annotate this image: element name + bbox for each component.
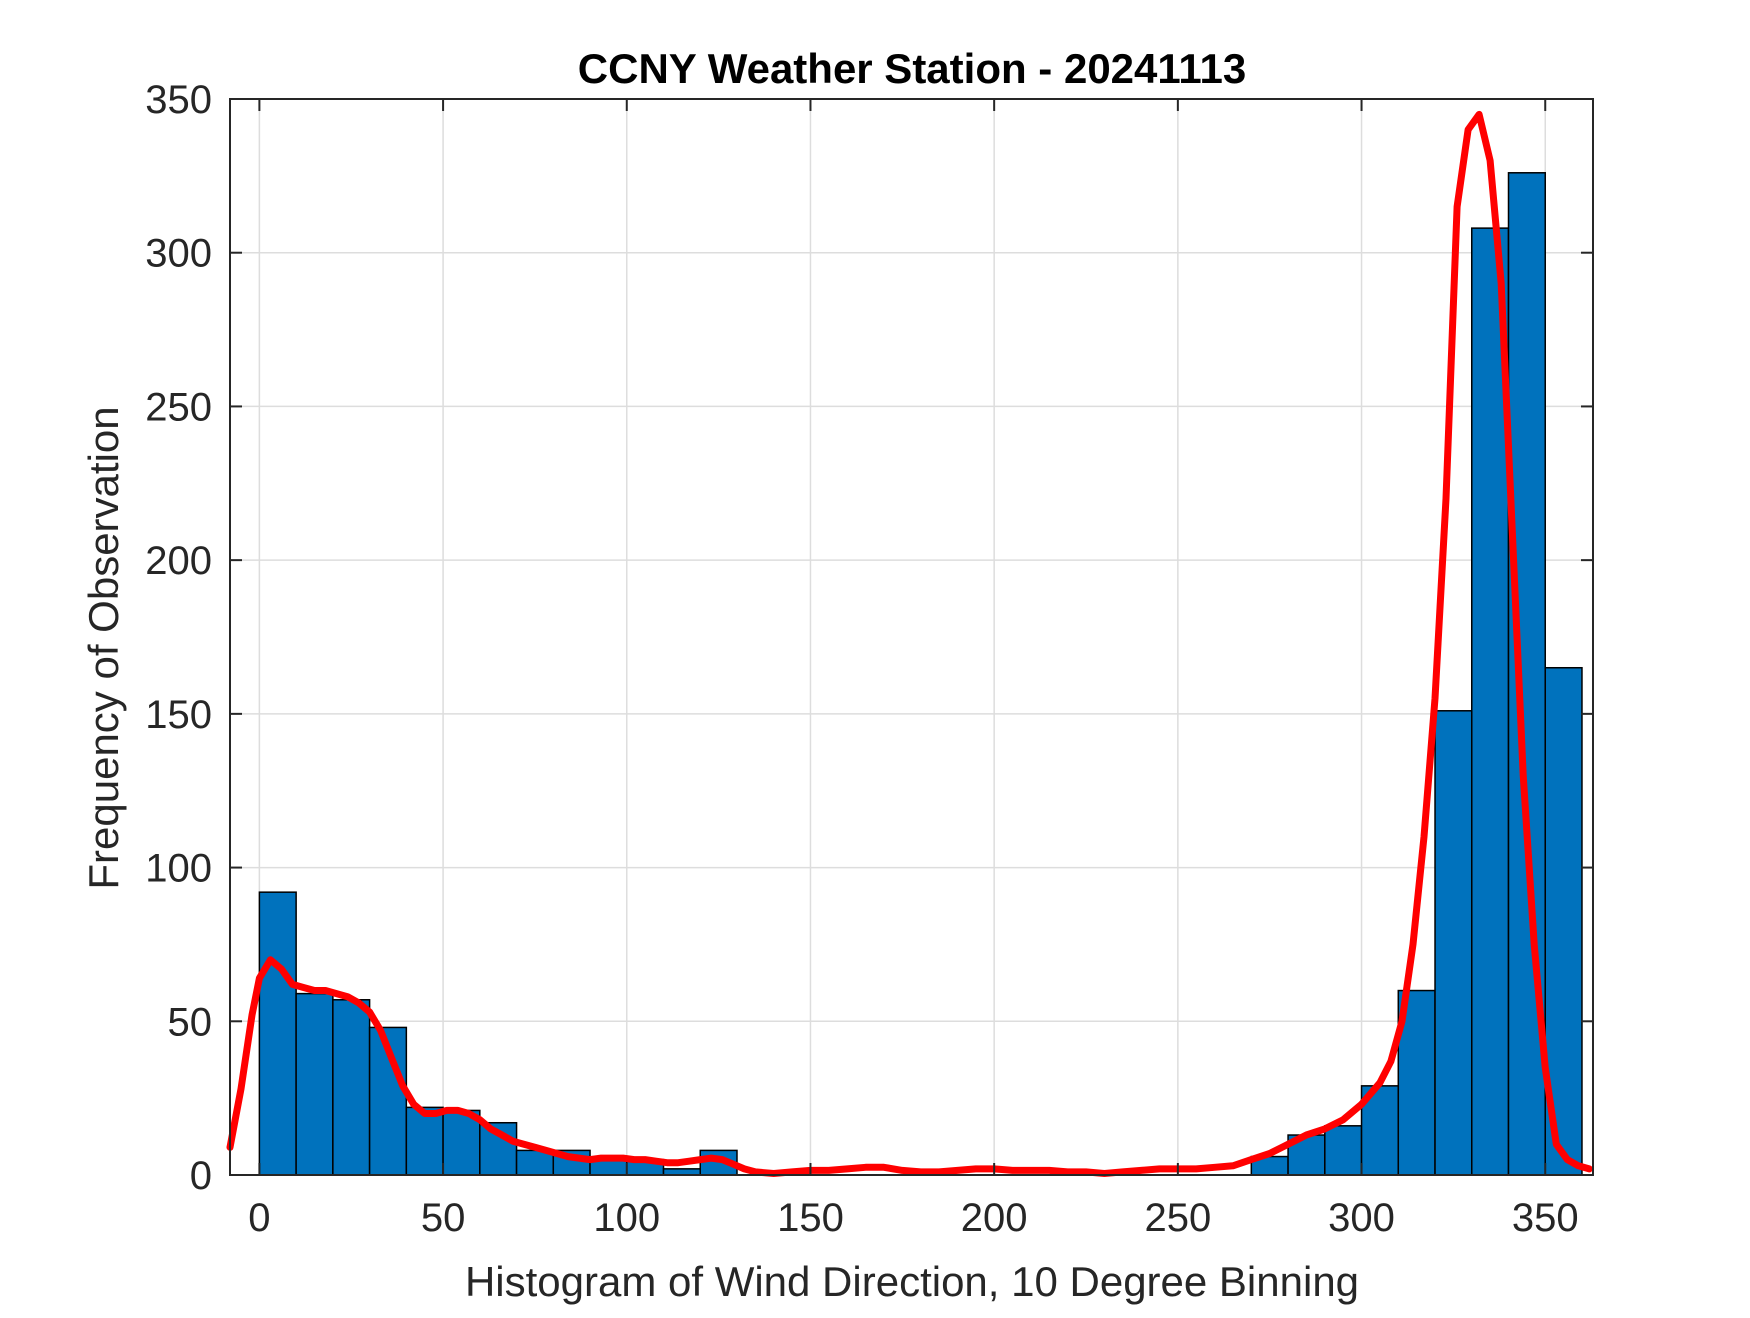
- histogram-bar: [258, 891, 297, 1176]
- histogram-bar: [405, 1106, 444, 1176]
- x-tick-label: 250: [1144, 1196, 1211, 1240]
- x-axis-label: Histogram of Wind Direction, 10 Degree B…: [465, 1258, 1359, 1305]
- y-tick-label: 150: [145, 693, 212, 737]
- axes-box: [229, 98, 1594, 1176]
- x-tick-label: 100: [593, 1196, 660, 1240]
- histogram-bar: [1507, 172, 1546, 1176]
- y-tick-label: 50: [168, 1000, 213, 1044]
- x-tick-label: 150: [777, 1196, 844, 1240]
- histogram-bar: [295, 992, 334, 1176]
- y-tick-label: 250: [145, 385, 212, 429]
- density-curve: [226, 110, 1593, 1177]
- x-tick-label: 300: [1328, 1196, 1395, 1240]
- histogram-bar: [1324, 1125, 1363, 1176]
- chart-title: CCNY Weather Station - 20241113: [578, 45, 1246, 92]
- y-axis-label: Frequency of Observation: [80, 406, 127, 889]
- histogram-bar: [1434, 710, 1473, 1176]
- y-tick-label: 100: [145, 847, 212, 891]
- y-tick-label: 350: [145, 78, 212, 122]
- x-tick-label: 200: [961, 1196, 1028, 1240]
- x-tick-label: 0: [248, 1196, 270, 1240]
- histogram-bar: [332, 999, 371, 1176]
- y-tick-label: 200: [145, 539, 212, 583]
- axes-background: [230, 99, 1593, 1175]
- plot-area: 0 50 100 150 200 250 300 350 0 50 100 150 200 250 300 3…: [145, 78, 1594, 1240]
- x-tick-label: 350: [1512, 1196, 1579, 1240]
- x-tick-label: 50: [421, 1196, 466, 1240]
- y-tick-label: 0: [190, 1154, 212, 1198]
- histogram-bar: [442, 1109, 481, 1176]
- y-tick-label: 300: [145, 232, 212, 276]
